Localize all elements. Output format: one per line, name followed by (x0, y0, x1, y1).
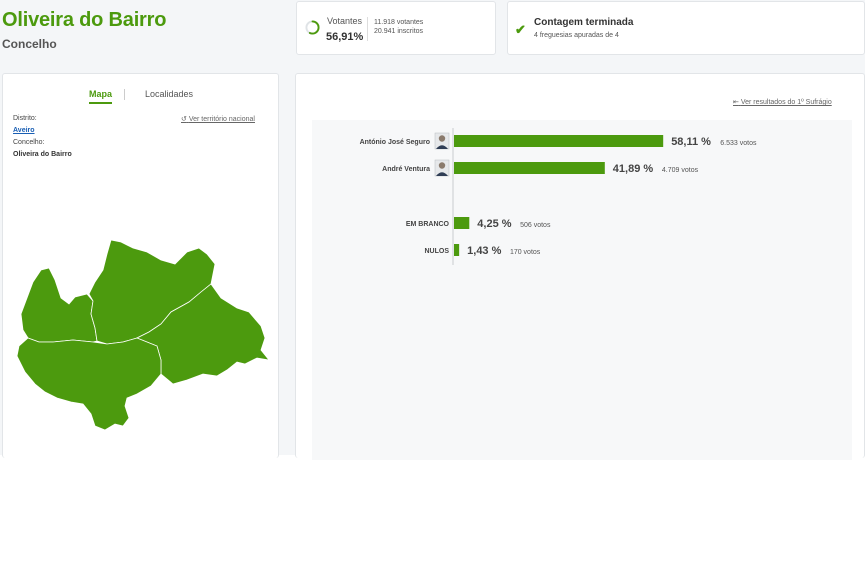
bar-label: António José Seguro (360, 139, 430, 146)
bar (454, 135, 664, 147)
national-territory-link[interactable]: ↺ Ver território nacional (181, 115, 255, 123)
bar-label: André Ventura (382, 166, 430, 173)
page-subtitle: Concelho (2, 37, 57, 51)
contagem-card: ✔ Contagem terminada 4 freguesias apurad… (507, 1, 865, 55)
previous-round-link-label: Ver resultados do 1º Sufrágio (740, 99, 832, 106)
candidate-avatar-icon (434, 159, 450, 177)
results-panel: ⇤ Ver resultados do 1º Sufrágio António … (295, 73, 865, 460)
bar-label: EM BRANCO (406, 221, 450, 228)
arrow-left-icon: ⇤ (733, 99, 739, 106)
votantes-count: 11.918 votantes (374, 19, 424, 26)
concelho-value: Oliveira do Bairro (13, 151, 72, 158)
map-panel: Mapa Localidades Distrito: Aveiro Concel… (2, 73, 279, 458)
bar-votes-label: 506 votos (520, 222, 551, 229)
inscritos-count: 20.941 inscritos (374, 28, 424, 35)
bar-value-label: 1,43 % (467, 245, 501, 257)
bar-votes-label: 4.709 votos (662, 167, 699, 174)
contagem-subtitle: 4 freguesias apuradas de 4 (534, 32, 619, 39)
map-parish-south[interactable] (16, 337, 162, 431)
bar-label: NULOS (425, 248, 450, 255)
tab-localidades[interactable]: Localidades (145, 89, 194, 99)
contagem-title: Contagem terminada (534, 17, 634, 28)
results-chart: António José Seguro 58,11 % 6.533 votos And… (312, 120, 852, 460)
page-title: Oliveira do Bairro (2, 9, 167, 31)
votantes-divider (367, 17, 368, 41)
map-parish-north-west[interactable] (20, 267, 98, 343)
candidate-avatar-icon (434, 132, 450, 150)
bar (454, 162, 605, 174)
bar-votes-label: 6.533 votos (720, 140, 757, 147)
distrito-link[interactable]: Aveiro (13, 127, 35, 134)
previous-round-link[interactable]: ⇤ Ver resultados do 1º Sufrágio (733, 98, 832, 106)
check-icon: ✔ (515, 22, 526, 37)
tab-divider (124, 89, 125, 100)
concelho-label: Concelho: (13, 139, 45, 146)
bar-value-label: 41,89 % (613, 163, 654, 175)
votantes-percent: 56,91% (326, 31, 364, 43)
bar (454, 244, 460, 256)
bar-value-label: 4,25 % (477, 218, 511, 230)
tab-mapa[interactable]: Mapa (89, 89, 113, 104)
map-parish-east[interactable] (136, 283, 270, 385)
turnout-ring-icon (305, 20, 320, 35)
bar (454, 217, 470, 229)
bar-votes-label: 170 votos (510, 249, 541, 256)
votantes-card: Votantes 56,91% 11.918 votantes 20.941 i… (296, 1, 496, 55)
national-territory-link-label: Ver território nacional (188, 116, 255, 123)
votantes-label: Votantes (327, 16, 363, 26)
undo-icon: ↺ (181, 116, 187, 123)
bar-value-label: 58,11 % (671, 136, 711, 148)
results-bar-chart: António José Seguro 58,11 % 6.533 votos And… (360, 128, 757, 265)
distrito-label: Distrito: (13, 115, 37, 122)
concelho-map (16, 239, 270, 431)
